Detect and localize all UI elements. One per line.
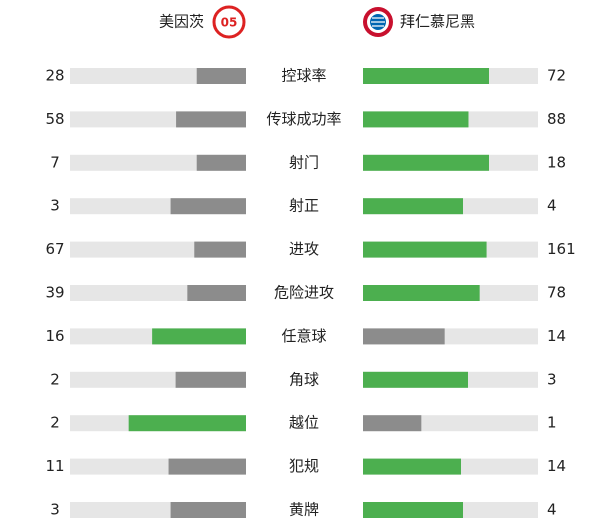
home-bar: [128, 415, 246, 432]
away-bar: [363, 111, 469, 128]
away-value: 78: [547, 284, 566, 302]
home-bar: [176, 111, 246, 128]
away-value: 88: [547, 110, 566, 128]
stat-label: 危险进攻: [274, 284, 334, 302]
away-bar: [363, 458, 461, 475]
home-bar: [170, 198, 246, 215]
home-value: 16: [45, 327, 64, 345]
home-value: 2: [50, 370, 60, 388]
away-bar: [363, 285, 480, 301]
team-away-name: 拜仁慕尼黑: [400, 13, 475, 31]
home-bar: [170, 502, 246, 518]
stat-label: 射正: [289, 197, 319, 215]
away-bar: [363, 328, 445, 345]
stat-label: 犯规: [289, 457, 319, 475]
away-value: 72: [547, 67, 566, 85]
away-bar: [363, 68, 489, 84]
away-value: 161: [547, 240, 576, 258]
home-value: 58: [45, 110, 64, 128]
home-bar: [196, 68, 246, 84]
away-value: 3: [547, 370, 557, 388]
away-bar: [363, 198, 463, 215]
home-bar: [175, 371, 246, 388]
home-bar: [152, 328, 246, 345]
home-value: 3: [50, 501, 60, 519]
away-bar: [363, 415, 422, 432]
away-value: 18: [547, 153, 566, 171]
svg-text:05: 05: [221, 16, 238, 30]
away-value: 1: [547, 414, 557, 432]
team-away-logo: [363, 7, 393, 37]
stat-label: 进攻: [289, 240, 319, 258]
team-home-logo: 05: [212, 5, 246, 39]
home-bar: [194, 241, 246, 258]
stat-label: 角球: [289, 370, 319, 388]
stat-label: 黄牌: [289, 501, 319, 519]
away-bar: [363, 154, 489, 171]
home-bar: [168, 458, 246, 475]
away-value: 14: [547, 327, 566, 345]
stat-label: 传球成功率: [266, 110, 341, 128]
stat-label: 射门: [289, 153, 319, 171]
away-bar: [363, 502, 463, 518]
home-value: 2: [50, 414, 60, 432]
away-value: 4: [547, 501, 557, 519]
home-value: 3: [50, 197, 60, 215]
home-value: 39: [45, 284, 64, 302]
home-value: 11: [45, 457, 64, 475]
home-value: 67: [45, 240, 64, 258]
away-value: 4: [547, 197, 557, 215]
home-value: 7: [50, 153, 60, 171]
home-bar: [187, 285, 246, 301]
stat-label: 控球率: [281, 67, 326, 85]
away-bar: [363, 241, 487, 258]
home-bar: [196, 154, 246, 171]
away-value: 14: [547, 457, 566, 475]
team-home-name: 美因茨: [159, 13, 204, 31]
stat-label: 任意球: [281, 327, 326, 345]
stat-label: 越位: [289, 414, 319, 432]
home-value: 28: [45, 67, 64, 85]
away-bar: [363, 371, 468, 388]
